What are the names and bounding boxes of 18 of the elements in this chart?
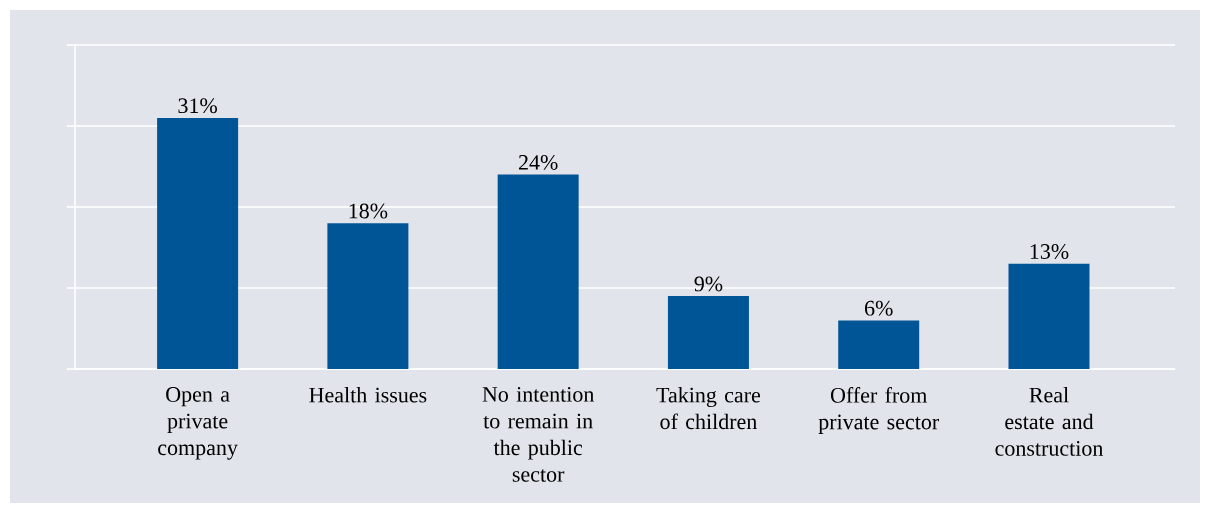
x-tick-label: Taking care of children bbox=[656, 387, 761, 430]
bar bbox=[157, 117, 239, 369]
bar bbox=[327, 223, 409, 369]
bar bbox=[667, 296, 749, 369]
x-tick-label: Health issues bbox=[309, 387, 427, 403]
x-tick-label: Offer from private sector bbox=[818, 387, 939, 434]
bar bbox=[838, 320, 920, 369]
x-tick-label: Real estate and construction bbox=[995, 387, 1104, 456]
data-label: 13% bbox=[1030, 244, 1069, 259]
x-tick-label: Open a private company bbox=[158, 387, 238, 460]
data-label: 9% bbox=[694, 276, 723, 292]
x-tick-label: No intention to remain in the public sector bbox=[482, 387, 595, 482]
data-label: 31% bbox=[178, 98, 218, 114]
data-label: 6% bbox=[864, 300, 893, 316]
data-label: 24% bbox=[518, 154, 558, 170]
bar bbox=[497, 174, 579, 369]
data-label: 18% bbox=[349, 203, 388, 219]
bar bbox=[1008, 263, 1090, 369]
